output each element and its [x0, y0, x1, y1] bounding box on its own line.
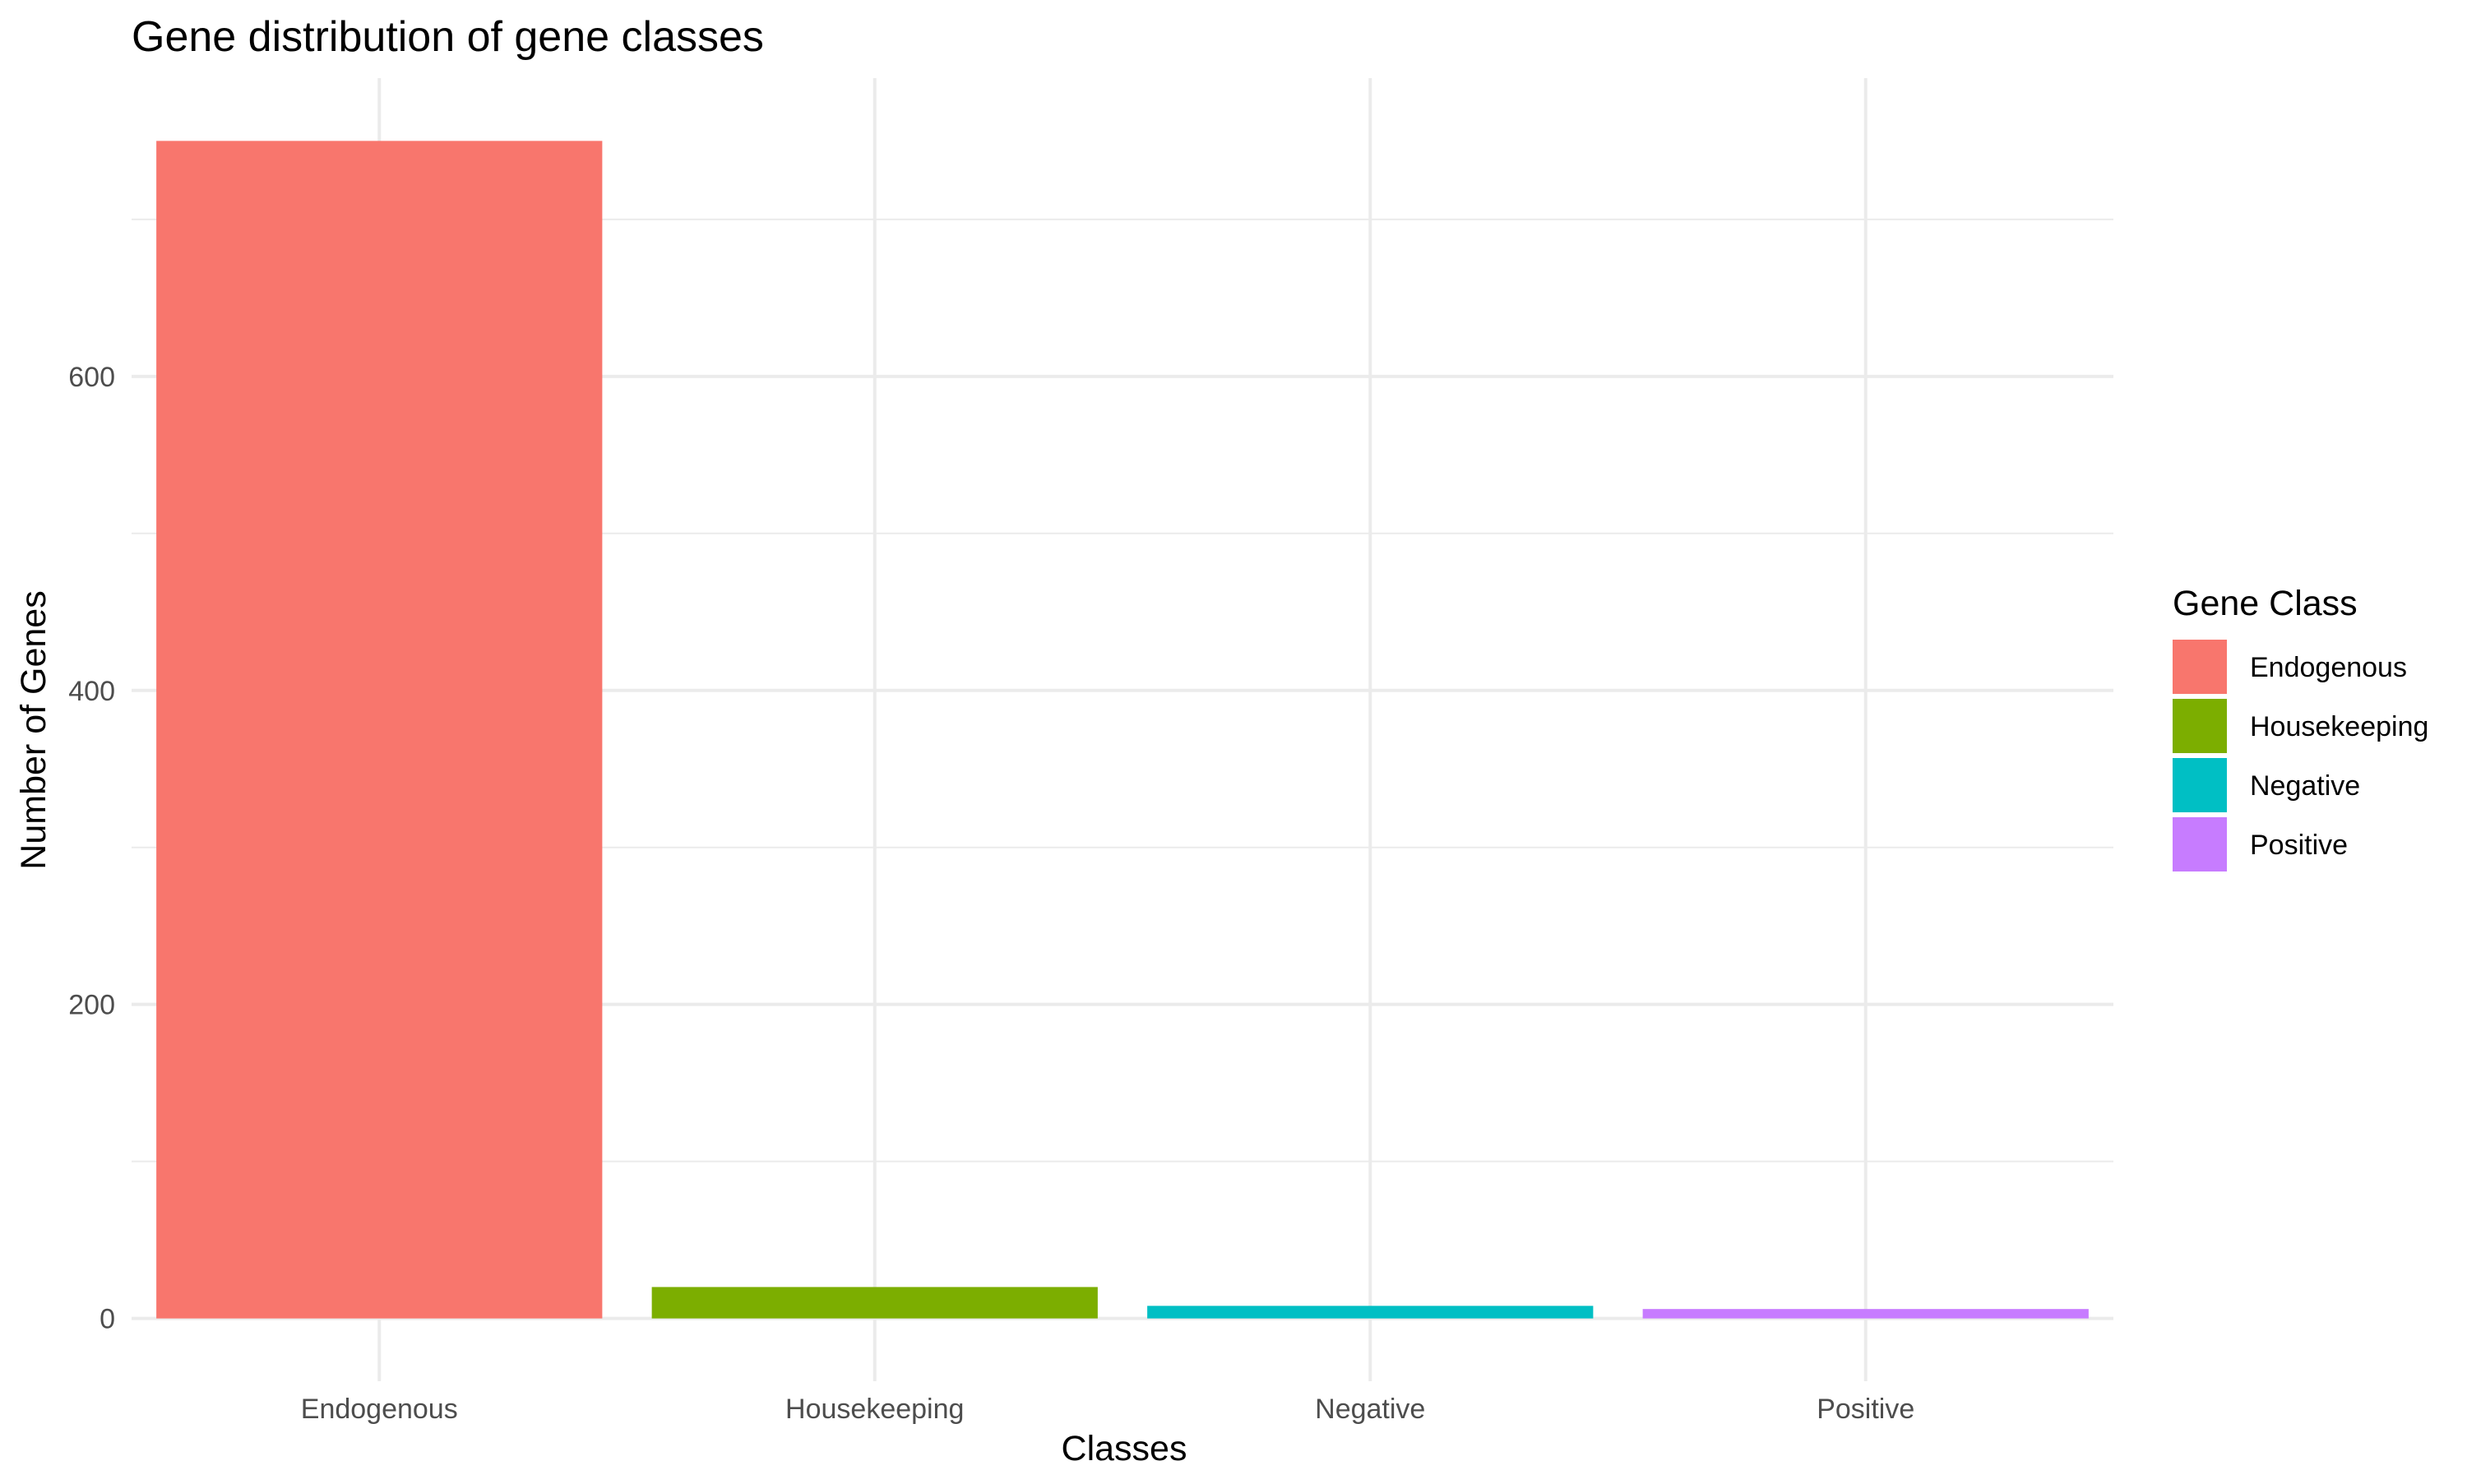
x-tick-label-housekeeping: Housekeeping — [785, 1394, 964, 1425]
legend-label-negative: Negative — [2250, 770, 2360, 802]
bar-positive — [1642, 1309, 2089, 1319]
tick-labels: 0 200 400 600 Endogenous Housekeeping Negative… — [68, 362, 1914, 1425]
y-axis-title: Number of Genes — [14, 590, 53, 869]
x-tick-label-negative: Negative — [1315, 1394, 1425, 1425]
legend-items: Endogenous Housekeeping Negative Positive — [2173, 640, 2428, 871]
x-tick-label-positive: Positive — [1817, 1394, 1914, 1425]
bar-housekeeping — [651, 1287, 1098, 1319]
bars — [156, 141, 2089, 1319]
chart-title: Gene distribution of gene classes — [132, 13, 764, 61]
y-tick-label-2: 400 — [68, 676, 115, 707]
bar-endogenous — [156, 141, 603, 1319]
bar-negative — [1147, 1306, 1594, 1319]
legend-key-housekeeping — [2173, 699, 2227, 753]
y-tick-label-3: 600 — [68, 362, 115, 393]
legend-key-negative — [2173, 758, 2227, 812]
legend: Gene Class Endogenous Housekeeping Negativ… — [2173, 584, 2428, 871]
legend-label-positive: Positive — [2250, 830, 2348, 861]
x-axis-title: Classes — [1062, 1429, 1187, 1468]
y-tick-label-0: 0 — [100, 1304, 115, 1335]
legend-label-housekeeping: Housekeeping — [2250, 711, 2428, 742]
legend-title: Gene Class — [2173, 584, 2358, 623]
x-tick-label-endogenous: Endogenous — [301, 1394, 458, 1425]
legend-key-endogenous — [2173, 640, 2227, 694]
legend-key-positive — [2173, 817, 2227, 871]
legend-label-endogenous: Endogenous — [2250, 652, 2407, 683]
y-tick-label-1: 200 — [68, 990, 115, 1021]
